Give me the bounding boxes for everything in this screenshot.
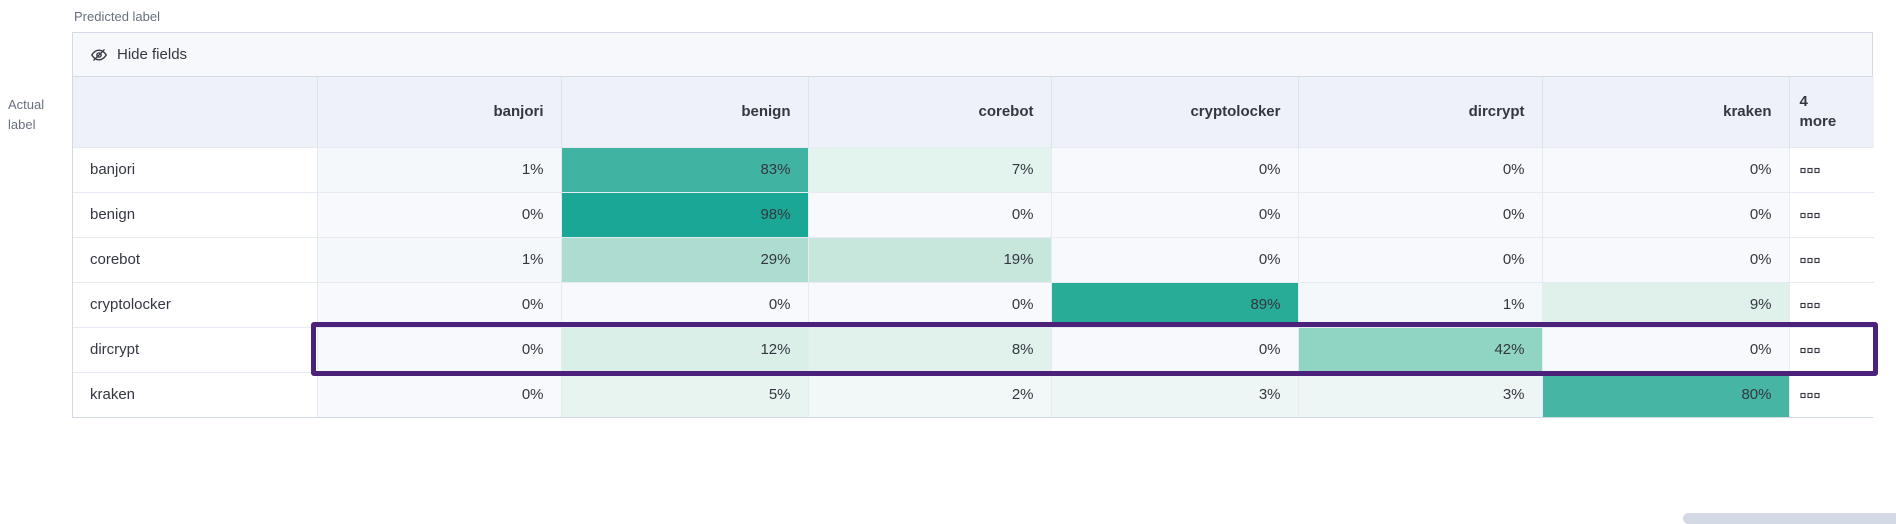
- hide-fields-label: Hide fields: [117, 46, 188, 63]
- header-corner-cell: [73, 77, 317, 147]
- cell-banjori-cryptolocker: 0%: [1050, 146, 1298, 192]
- cell-kraken-dircrypt: 3%: [1297, 371, 1542, 417]
- more-columns-icon[interactable]: [1788, 371, 1874, 417]
- cell-corebot-corebot: 19%: [807, 236, 1051, 282]
- column-header-kraken[interactable]: kraken: [1541, 77, 1789, 147]
- cell-banjori-dircrypt: 0%: [1297, 146, 1542, 192]
- cell-cryptolocker-dircrypt: 1%: [1297, 281, 1542, 327]
- column-header-corebot[interactable]: corebot: [807, 77, 1051, 147]
- row-label-kraken: kraken: [73, 371, 317, 417]
- more-columns-icon[interactable]: [1788, 236, 1874, 282]
- cell-kraken-corebot: 2%: [807, 371, 1051, 417]
- table-row-cryptolocker: cryptolocker 0% 0% 0% 89% 1% 9%: [73, 281, 1874, 327]
- horizontal-scrollbar-thumb[interactable]: [1683, 513, 1896, 524]
- cell-dircrypt-benign: 12%: [560, 326, 808, 372]
- cell-cryptolocker-kraken: 9%: [1541, 281, 1789, 327]
- row-label-corebot: corebot: [73, 236, 317, 282]
- cell-benign-kraken: 0%: [1541, 191, 1789, 237]
- cell-kraken-cryptolocker: 3%: [1050, 371, 1298, 417]
- more-columns-icon[interactable]: [1788, 281, 1874, 327]
- cell-dircrypt-kraken: 0%: [1541, 326, 1789, 372]
- cell-banjori-banjori: 1%: [316, 146, 561, 192]
- table-row-corebot: corebot 1% 29% 19% 0% 0% 0%: [73, 236, 1874, 282]
- row-label-dircrypt: dircrypt: [73, 326, 317, 372]
- cell-benign-cryptolocker: 0%: [1050, 191, 1298, 237]
- cell-benign-benign: 98%: [560, 191, 808, 237]
- cell-corebot-cryptolocker: 0%: [1050, 236, 1298, 282]
- eye-closed-icon: [90, 46, 108, 64]
- column-header-cryptolocker[interactable]: cryptolocker: [1050, 77, 1298, 147]
- cell-kraken-benign: 5%: [560, 371, 808, 417]
- column-header-benign[interactable]: benign: [560, 77, 808, 147]
- actual-axis-label: Actual label: [8, 97, 45, 132]
- cell-corebot-dircrypt: 0%: [1297, 236, 1542, 282]
- predicted-axis-label: Predicted label: [74, 9, 160, 24]
- column-header-more[interactable]: 4 more: [1788, 77, 1874, 147]
- cell-banjori-corebot: 7%: [807, 146, 1051, 192]
- more-columns-icon[interactable]: [1788, 146, 1874, 192]
- header-row: banjori benign corebot cryptolocker dircrypt…: [73, 77, 1874, 147]
- cell-benign-banjori: 0%: [316, 191, 561, 237]
- confusion-matrix-table: Hide fields banjori benign corebot cryptolo…: [72, 32, 1874, 418]
- cell-cryptolocker-corebot: 0%: [807, 281, 1051, 327]
- cell-corebot-banjori: 1%: [316, 236, 561, 282]
- cell-dircrypt-cryptolocker: 0%: [1050, 326, 1298, 372]
- more-columns-icon[interactable]: [1788, 191, 1874, 237]
- cell-dircrypt-dircrypt: 42%: [1297, 326, 1542, 372]
- cell-cryptolocker-cryptolocker: 89%: [1050, 281, 1298, 327]
- table-row-kraken: kraken 0% 5% 2% 3% 3% 80%: [73, 371, 1874, 417]
- cell-dircrypt-banjori: 0%: [316, 326, 561, 372]
- row-label-banjori: banjori: [73, 146, 317, 192]
- hide-fields-button[interactable]: Hide fields: [73, 33, 1872, 77]
- row-label-benign: benign: [73, 191, 317, 237]
- column-header-banjori[interactable]: banjori: [316, 77, 561, 147]
- matrix-grid: banjori benign corebot cryptolocker dircrypt…: [73, 77, 1874, 417]
- cell-cryptolocker-banjori: 0%: [316, 281, 561, 327]
- row-label-cryptolocker: cryptolocker: [73, 281, 317, 327]
- column-header-dircrypt[interactable]: dircrypt: [1297, 77, 1542, 147]
- more-columns-icon[interactable]: [1788, 326, 1874, 372]
- table-row-banjori: banjori 1% 83% 7% 0% 0% 0%: [73, 146, 1874, 192]
- cell-benign-corebot: 0%: [807, 191, 1051, 237]
- cell-kraken-kraken: 80%: [1541, 371, 1789, 417]
- cell-benign-dircrypt: 0%: [1297, 191, 1542, 237]
- cell-kraken-banjori: 0%: [316, 371, 561, 417]
- cell-corebot-kraken: 0%: [1541, 236, 1789, 282]
- table-row-benign: benign 0% 98% 0% 0% 0% 0%: [73, 191, 1874, 237]
- table-row-dircrypt: dircrypt 0% 12% 8% 0% 42% 0%: [73, 326, 1874, 372]
- cell-cryptolocker-benign: 0%: [560, 281, 808, 327]
- cell-dircrypt-corebot: 8%: [807, 326, 1051, 372]
- cell-banjori-kraken: 0%: [1541, 146, 1789, 192]
- cell-corebot-benign: 29%: [560, 236, 808, 282]
- cell-banjori-benign: 83%: [560, 146, 808, 192]
